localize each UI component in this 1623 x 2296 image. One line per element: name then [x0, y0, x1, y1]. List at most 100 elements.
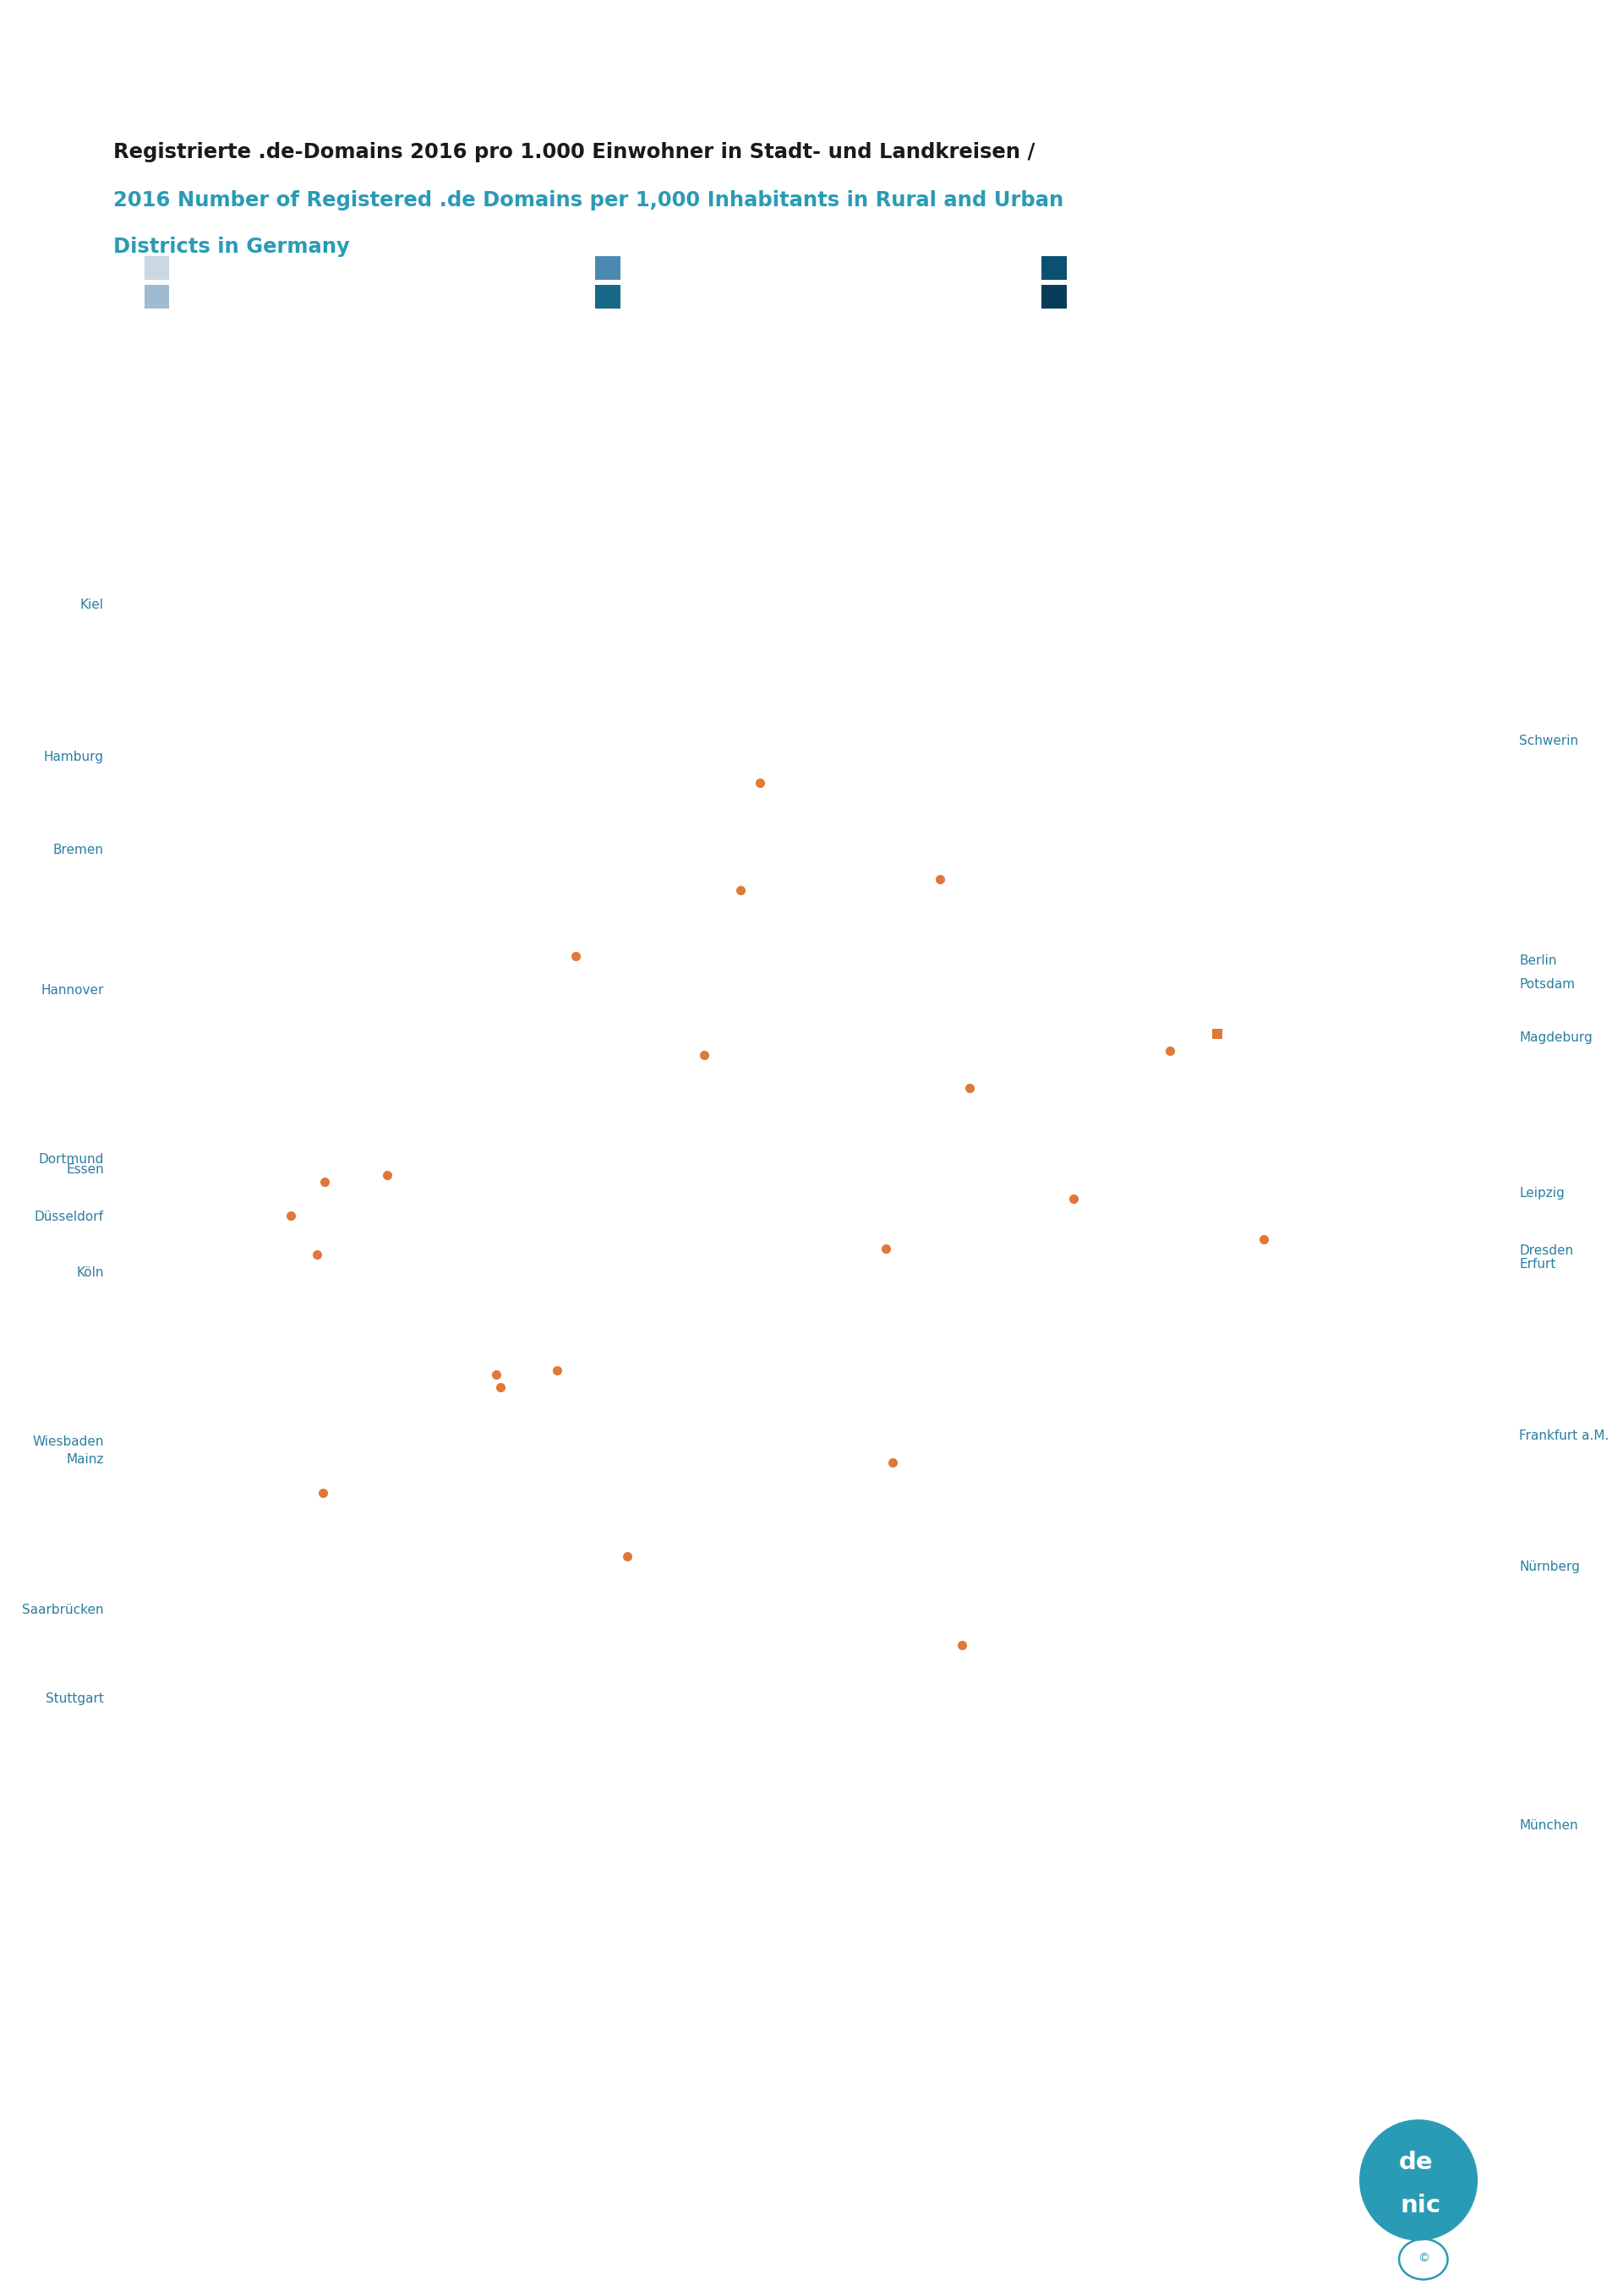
Polygon shape: [1050, 932, 1147, 1017]
Polygon shape: [792, 891, 893, 960]
Polygon shape: [618, 877, 665, 930]
Polygon shape: [1250, 900, 1436, 964]
Polygon shape: [578, 836, 656, 909]
Polygon shape: [1018, 664, 1160, 815]
Polygon shape: [506, 1293, 568, 1364]
Polygon shape: [381, 641, 558, 794]
Polygon shape: [463, 1139, 503, 1212]
Polygon shape: [1139, 1208, 1203, 1279]
Polygon shape: [729, 1008, 782, 1075]
Text: Stuttgart: Stuttgart: [45, 1692, 104, 1706]
Polygon shape: [325, 1306, 385, 1371]
Text: de: de: [1399, 2151, 1433, 2174]
Polygon shape: [940, 870, 1008, 967]
Polygon shape: [669, 799, 760, 866]
Polygon shape: [480, 925, 550, 1010]
Polygon shape: [141, 1410, 258, 1502]
Polygon shape: [601, 974, 661, 1056]
Polygon shape: [118, 1219, 245, 1334]
Polygon shape: [1167, 1228, 1243, 1327]
Polygon shape: [813, 641, 954, 794]
Polygon shape: [531, 1171, 579, 1226]
Polygon shape: [581, 1029, 646, 1056]
Text: Saarbrücken: Saarbrücken: [23, 1603, 104, 1616]
Polygon shape: [247, 1345, 313, 1401]
Polygon shape: [618, 925, 674, 946]
Polygon shape: [1079, 1120, 1147, 1196]
Polygon shape: [479, 788, 555, 877]
Polygon shape: [198, 957, 393, 1077]
Text: Dresden: Dresden: [1519, 1244, 1573, 1256]
Polygon shape: [943, 675, 1050, 852]
Polygon shape: [1248, 1235, 1375, 1570]
Polygon shape: [540, 999, 599, 1024]
Polygon shape: [774, 990, 855, 1058]
Polygon shape: [527, 1215, 646, 1304]
Polygon shape: [282, 1162, 372, 1235]
Polygon shape: [1071, 1258, 1162, 1437]
Polygon shape: [1255, 937, 1319, 1001]
Polygon shape: [1018, 1155, 1087, 1210]
Polygon shape: [443, 1210, 510, 1258]
Polygon shape: [1264, 948, 1386, 1033]
Polygon shape: [208, 790, 401, 990]
Polygon shape: [1058, 1031, 1121, 1111]
Text: München: München: [1519, 1818, 1578, 1832]
Polygon shape: [268, 1065, 415, 1169]
Polygon shape: [870, 838, 941, 891]
Polygon shape: [764, 1072, 790, 1093]
Polygon shape: [467, 1320, 516, 1373]
Polygon shape: [166, 680, 1444, 1724]
Polygon shape: [266, 1456, 398, 1626]
Polygon shape: [433, 1171, 476, 1217]
Text: Mainz: Mainz: [67, 1453, 104, 1467]
Polygon shape: [295, 696, 514, 838]
Text: Hamburg: Hamburg: [44, 751, 104, 762]
Polygon shape: [638, 1056, 700, 1132]
Polygon shape: [1042, 895, 1120, 955]
Polygon shape: [372, 1097, 490, 1205]
Polygon shape: [529, 1010, 584, 1093]
Polygon shape: [967, 1010, 1013, 1070]
Polygon shape: [745, 1068, 802, 1139]
Polygon shape: [648, 1251, 766, 1449]
Polygon shape: [1329, 1086, 1475, 1159]
Polygon shape: [490, 1424, 769, 1635]
Polygon shape: [183, 1049, 243, 1240]
Polygon shape: [755, 742, 823, 833]
Polygon shape: [1044, 1249, 1100, 1341]
Polygon shape: [975, 1159, 998, 1221]
Polygon shape: [881, 872, 946, 964]
Polygon shape: [521, 792, 591, 879]
Polygon shape: [1199, 1120, 1279, 1199]
FancyBboxPatch shape: [144, 285, 169, 308]
Polygon shape: [920, 1022, 967, 1091]
Polygon shape: [149, 1433, 305, 1649]
Polygon shape: [1001, 1058, 1048, 1120]
FancyBboxPatch shape: [596, 285, 620, 308]
Polygon shape: [286, 737, 454, 895]
Polygon shape: [292, 1293, 347, 1355]
Polygon shape: [302, 1371, 351, 1426]
Polygon shape: [492, 1391, 735, 1506]
Text: 2016 Number of Registered .de Domains per 1,000 Inhabitants in Rural and Urban: 2016 Number of Registered .de Domains pe…: [114, 191, 1065, 211]
Polygon shape: [230, 1114, 289, 1242]
Polygon shape: [243, 1226, 333, 1295]
Text: Wiesbaden: Wiesbaden: [32, 1435, 104, 1449]
Polygon shape: [362, 1258, 432, 1332]
Circle shape: [1360, 2119, 1477, 2241]
Text: ©: ©: [1417, 2252, 1430, 2264]
Polygon shape: [329, 1244, 393, 1313]
Polygon shape: [1011, 1019, 1078, 1075]
Polygon shape: [1050, 790, 1154, 856]
Polygon shape: [566, 900, 620, 969]
Polygon shape: [1261, 1187, 1332, 1265]
Polygon shape: [448, 1001, 540, 1118]
Text: Frankfurt a.M.: Frankfurt a.M.: [1519, 1430, 1608, 1442]
Polygon shape: [734, 1306, 927, 1603]
Polygon shape: [743, 641, 815, 751]
Polygon shape: [1013, 1277, 1182, 1584]
Text: Köln: Köln: [76, 1265, 104, 1279]
Polygon shape: [464, 1254, 550, 1327]
Polygon shape: [876, 762, 940, 866]
